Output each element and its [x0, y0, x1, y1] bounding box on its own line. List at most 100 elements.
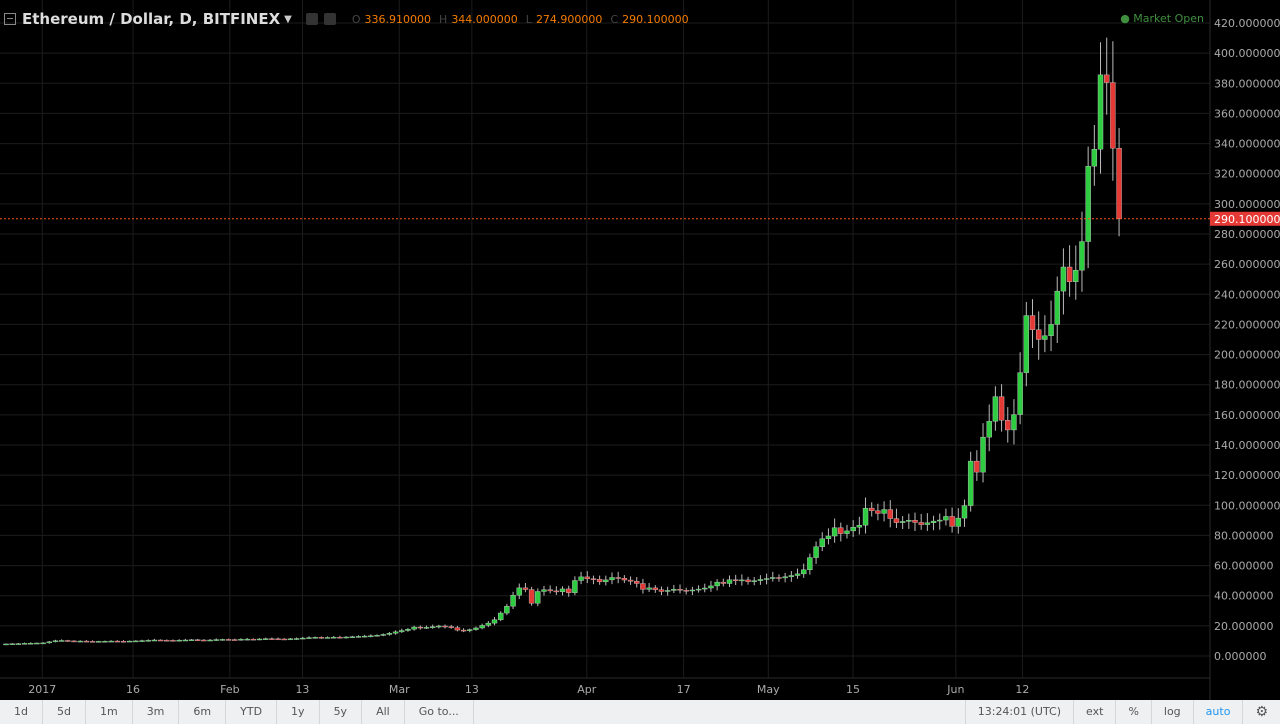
log-toggle[interactable]: log [1150, 700, 1193, 724]
range-all[interactable]: All [362, 700, 405, 724]
candle-body [460, 629, 467, 632]
range-5d[interactable]: 5d [43, 700, 86, 724]
candle-body [102, 641, 108, 643]
menu-icon[interactable] [4, 13, 16, 25]
range-1m[interactable]: 1m [86, 700, 133, 724]
x-tick-label: 2017 [28, 683, 56, 696]
y-tick-label: 260.000000 [1214, 258, 1280, 271]
candle-body [454, 627, 461, 631]
candle-body [1035, 329, 1042, 340]
candle-body [974, 460, 980, 473]
candle-body [1073, 269, 1079, 282]
candle-body [634, 581, 640, 584]
ext-toggle[interactable]: ext [1073, 700, 1115, 724]
range-3m[interactable]: 3m [133, 700, 180, 724]
candle-body [429, 626, 436, 628]
range-6m[interactable]: 6m [179, 700, 227, 724]
goto-button[interactable]: Go to... [405, 700, 474, 724]
candle-body [937, 519, 943, 522]
y-tick-label: 0.000000 [1214, 650, 1267, 663]
candle-body [77, 640, 83, 643]
candle-body [881, 509, 887, 514]
auto-toggle[interactable]: auto [1192, 700, 1243, 724]
candle-body [225, 639, 232, 641]
candle-body [1085, 165, 1091, 242]
candle-body [1054, 290, 1060, 325]
candle-body [522, 587, 529, 590]
candle-body [559, 588, 566, 592]
candle-body [547, 589, 553, 592]
y-tick-label: 100.000000 [1214, 499, 1280, 512]
candle-body [967, 460, 974, 506]
candle-body [392, 631, 399, 634]
candle-body [40, 642, 46, 645]
symbol-title[interactable]: Ethereum / Dollar, D, BITFINEX [22, 10, 281, 28]
low-label: L [525, 12, 532, 26]
candle-body [664, 590, 671, 592]
candle-body [139, 640, 145, 642]
chevron-down-icon[interactable]: ▼ [284, 13, 292, 25]
candle-body [182, 639, 189, 642]
candle-body [386, 633, 393, 635]
candle-body [819, 538, 825, 547]
candle-body [893, 518, 900, 523]
eye-icon[interactable] [305, 13, 318, 25]
y-tick-label: 340.000000 [1214, 138, 1280, 151]
candle-body [621, 578, 628, 581]
candle-body [677, 589, 683, 591]
candle-body [1110, 82, 1116, 149]
candle-body [331, 636, 337, 639]
candle-body [467, 629, 473, 631]
candle-body [194, 639, 201, 641]
range-ytd[interactable]: YTD [226, 700, 278, 724]
candle-body [615, 577, 621, 579]
candle-body [232, 639, 238, 641]
candle-body [201, 639, 207, 642]
candle-body [899, 521, 906, 523]
candle-body [807, 557, 813, 570]
candle-body [114, 640, 121, 643]
candle-body [46, 641, 52, 644]
candle-body [695, 588, 702, 591]
candle-body [89, 641, 96, 643]
candle-body [83, 640, 90, 643]
x-tick-label: Jun [946, 683, 964, 696]
percent-toggle[interactable]: % [1115, 700, 1150, 724]
candle-body [992, 396, 999, 422]
candle-body [609, 577, 615, 581]
candle-body [108, 640, 114, 643]
candle-body [726, 579, 733, 584]
candle-body [912, 520, 918, 523]
candle-body [275, 638, 281, 641]
gear-icon[interactable]: ⚙ [1242, 700, 1280, 724]
chart-grid [0, 0, 1210, 678]
low-value: 274.900000 [535, 12, 603, 26]
range-5y[interactable]: 5y [320, 700, 363, 724]
candle-body [1103, 74, 1110, 83]
high-label: H [439, 12, 448, 26]
candle-body [683, 590, 689, 592]
settings-small-icon[interactable] [323, 13, 336, 25]
candle-body [646, 587, 652, 590]
candle-body [1097, 74, 1104, 150]
y-tick-label: 220.000000 [1214, 318, 1280, 331]
x-tick-label: 15 [846, 683, 860, 696]
candle-body [788, 575, 795, 577]
candle-body [21, 643, 28, 645]
candle-body [714, 581, 720, 587]
candlestick-series [3, 37, 1122, 646]
chart-canvas[interactable]: 0.000000 20.000000 40.000000 60.000000 80.00… [0, 0, 1280, 700]
range-1d[interactable]: 1d [0, 700, 43, 724]
candle-body [9, 643, 15, 645]
x-tick-label: 12 [1015, 683, 1029, 696]
candle-body [751, 580, 757, 582]
y-tick-label: 160.000000 [1214, 409, 1280, 422]
range-1y[interactable]: 1y [277, 700, 320, 724]
candle-body [1116, 148, 1122, 219]
candle-body [15, 643, 22, 645]
y-tick-label: 200.000000 [1214, 349, 1280, 362]
candle-body [906, 520, 912, 522]
candle-body [887, 509, 893, 519]
x-tick-label: 13 [295, 683, 309, 696]
candle-body [145, 640, 151, 642]
